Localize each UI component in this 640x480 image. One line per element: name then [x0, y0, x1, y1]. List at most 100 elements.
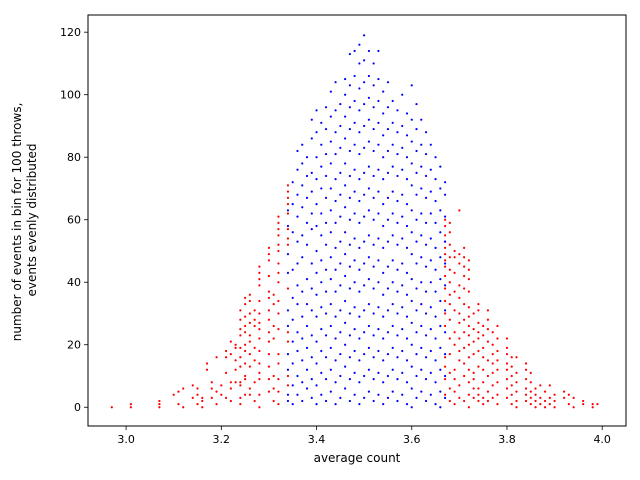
- data-point: [277, 228, 280, 231]
- data-point: [429, 143, 432, 146]
- data-point: [405, 177, 409, 181]
- data-point: [415, 396, 418, 399]
- data-point: [358, 290, 361, 293]
- data-point: [443, 246, 447, 249]
- data-point: [286, 384, 290, 387]
- data-point: [344, 184, 347, 187]
- data-point: [439, 278, 442, 281]
- data-point: [296, 284, 299, 287]
- data-point: [463, 287, 466, 290]
- data-point: [277, 234, 280, 237]
- data-point: [348, 174, 351, 178]
- data-point: [477, 387, 480, 390]
- data-point: [248, 387, 251, 390]
- data-point: [496, 381, 499, 384]
- data-point: [410, 387, 413, 390]
- data-point: [344, 321, 347, 324]
- data-point: [420, 118, 423, 121]
- data-point: [320, 306, 323, 309]
- data-point: [248, 312, 251, 315]
- data-point: [467, 381, 470, 384]
- data-point: [472, 387, 475, 390]
- data-point: [582, 399, 585, 403]
- data-point: [248, 365, 251, 368]
- data-point: [258, 362, 261, 365]
- data-point: [482, 396, 485, 399]
- data-point: [334, 131, 337, 134]
- data-point: [324, 106, 328, 109]
- data-point: [448, 353, 451, 356]
- data-point: [448, 303, 451, 306]
- data-point: [420, 187, 423, 190]
- y-tick-label: 100: [60, 89, 81, 102]
- data-point: [391, 121, 394, 124]
- data-point: [424, 221, 428, 224]
- data-point: [486, 340, 490, 343]
- data-point: [201, 406, 204, 409]
- x-axis-ticks: 3.0 3.2 3.4 3.6 3.8 4.0: [117, 426, 611, 446]
- data-point: [463, 318, 466, 321]
- x-tick-label: 3.0: [117, 433, 135, 446]
- data-point: [353, 281, 356, 284]
- data-point: [305, 368, 309, 371]
- data-point: [443, 378, 447, 381]
- data-point: [443, 353, 447, 356]
- data-point: [229, 399, 232, 403]
- data-point: [253, 359, 256, 362]
- data-point: [453, 256, 456, 259]
- data-point: [439, 324, 442, 328]
- data-point: [377, 393, 380, 396]
- data-point: [396, 378, 399, 381]
- data-point: [472, 396, 475, 399]
- data-point: [377, 99, 380, 103]
- data-point: [415, 331, 418, 334]
- data-point: [420, 390, 423, 393]
- data-point: [363, 59, 366, 62]
- data-point: [463, 331, 466, 334]
- data-point: [553, 393, 556, 396]
- data-point: [348, 243, 351, 246]
- data-point: [296, 193, 299, 196]
- data-point: [491, 343, 494, 346]
- data-point: [286, 224, 290, 228]
- data-point: [353, 393, 356, 396]
- data-point: [396, 131, 399, 134]
- data-point: [505, 368, 509, 371]
- data-point: [415, 102, 418, 106]
- data-point: [401, 168, 404, 171]
- data-point: [372, 218, 375, 221]
- data-point: [372, 312, 375, 315]
- data-point: [396, 312, 399, 315]
- data-point: [244, 324, 247, 328]
- data-point: [424, 378, 428, 381]
- data-point: [391, 259, 394, 262]
- data-point: [505, 353, 509, 356]
- data-point: [348, 106, 351, 109]
- data-point: [472, 353, 475, 356]
- data-point: [239, 328, 242, 331]
- data-point: [386, 353, 390, 356]
- data-point: [401, 124, 404, 128]
- data-point: [220, 384, 223, 387]
- data-point: [253, 399, 256, 403]
- data-point: [496, 337, 499, 340]
- data-point: [310, 228, 313, 231]
- data-point: [510, 356, 513, 359]
- data-point: [258, 406, 261, 409]
- data-point: [477, 393, 480, 396]
- data-point: [358, 403, 361, 406]
- data-point: [320, 259, 323, 262]
- data-point: [491, 396, 494, 399]
- data-point: [372, 127, 375, 131]
- data-point: [267, 253, 271, 256]
- data-point: [434, 199, 437, 203]
- data-point: [363, 374, 366, 378]
- data-point: [443, 309, 447, 312]
- data-point: [463, 303, 466, 306]
- data-point: [443, 262, 447, 265]
- data-point: [382, 177, 385, 181]
- data-point: [477, 309, 480, 312]
- data-point: [448, 281, 451, 284]
- data-point: [424, 174, 428, 178]
- data-point: [286, 212, 290, 215]
